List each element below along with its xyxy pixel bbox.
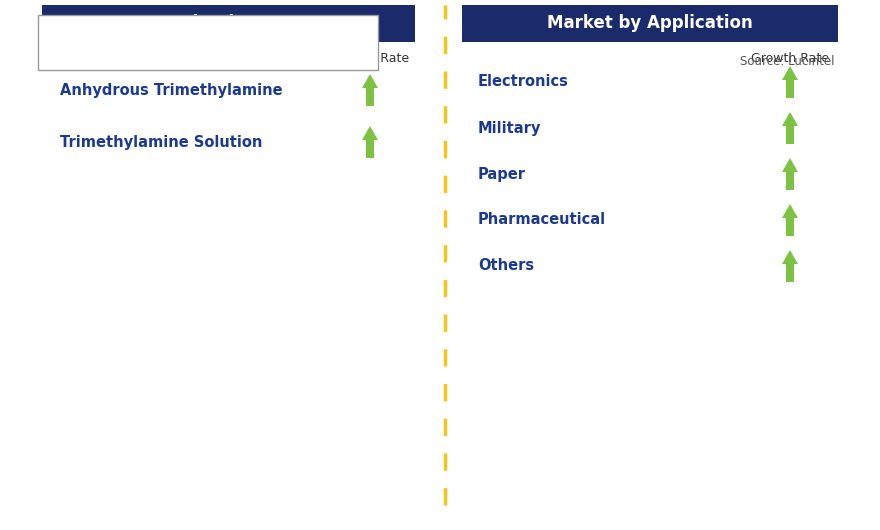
Polygon shape [782, 250, 798, 282]
Polygon shape [362, 126, 378, 158]
Text: Pharmaceutical: Pharmaceutical [478, 213, 606, 227]
Text: Others: Others [478, 259, 534, 273]
Text: Growing: Growing [281, 24, 336, 37]
Text: Growth Rate: Growth Rate [331, 52, 409, 65]
Polygon shape [224, 34, 258, 50]
Text: Growth Rate: Growth Rate [751, 52, 829, 65]
Text: <0%: <0% [118, 49, 146, 62]
Polygon shape [167, 31, 179, 54]
FancyBboxPatch shape [462, 5, 838, 42]
Polygon shape [362, 74, 378, 106]
FancyBboxPatch shape [42, 5, 415, 42]
Text: Military: Military [478, 120, 541, 136]
Text: Flat: Flat [203, 24, 229, 37]
Text: Anhydrous Trimethylamine: Anhydrous Trimethylamine [60, 83, 282, 98]
Polygon shape [782, 112, 798, 144]
Text: CAGR: CAGR [45, 25, 82, 38]
Text: Negative: Negative [118, 24, 178, 37]
Text: Paper: Paper [478, 166, 526, 181]
Text: Source: Lucintel: Source: Lucintel [740, 55, 835, 68]
FancyBboxPatch shape [38, 15, 378, 70]
Polygon shape [782, 204, 798, 236]
Polygon shape [782, 66, 798, 98]
Text: Market by Application: Market by Application [547, 14, 753, 32]
Text: Market by Type: Market by Type [157, 14, 300, 32]
Text: Electronics: Electronics [478, 75, 568, 90]
Text: (2024-30):: (2024-30): [45, 48, 114, 61]
Polygon shape [782, 158, 798, 190]
Text: 0%-3%: 0%-3% [203, 49, 245, 62]
Text: >3%: >3% [281, 49, 310, 62]
Text: Trimethylamine Solution: Trimethylamine Solution [60, 135, 262, 149]
Polygon shape [327, 31, 339, 54]
